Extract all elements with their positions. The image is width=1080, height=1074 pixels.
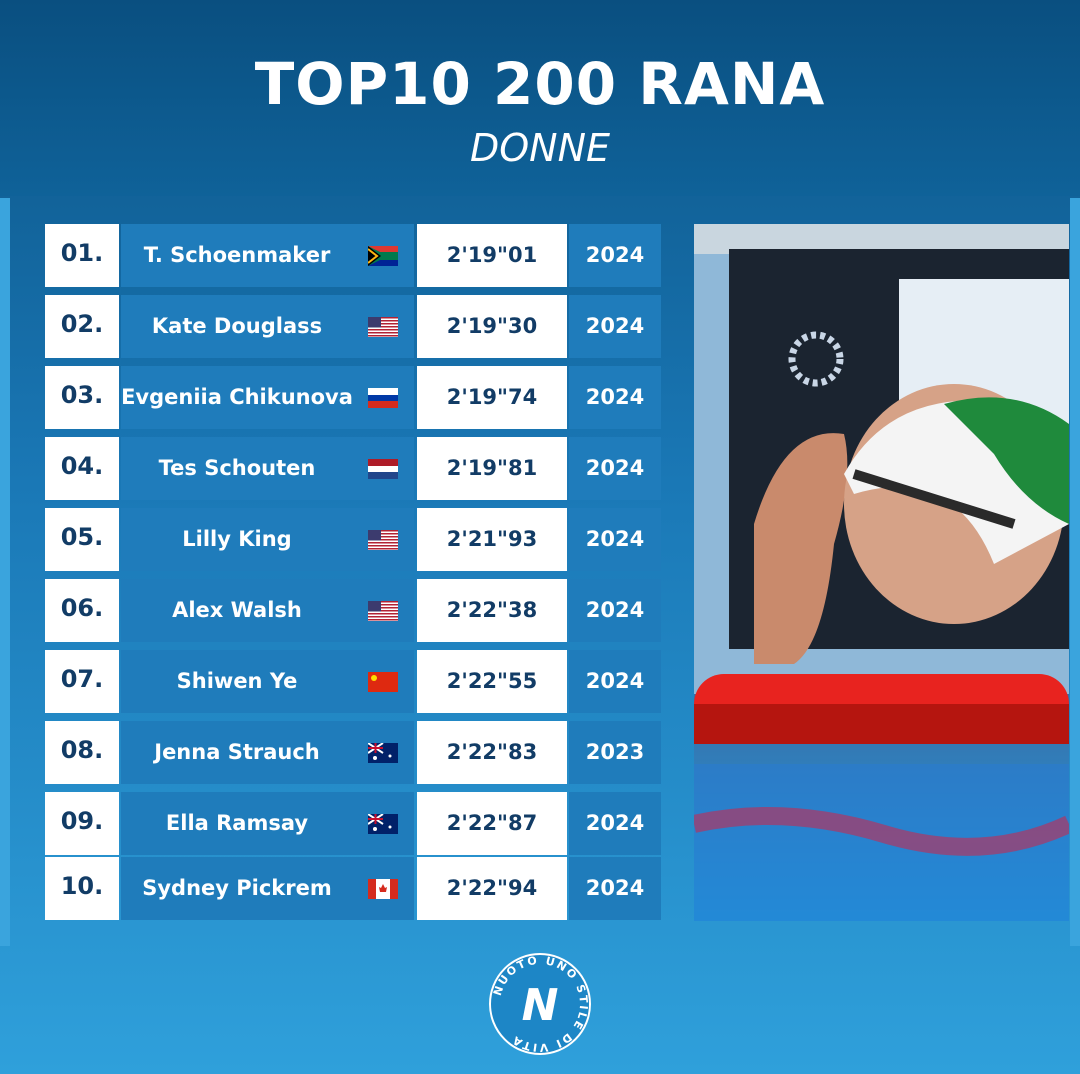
time: 2'22"38 <box>417 579 567 642</box>
time: 2'22"94 <box>417 857 567 920</box>
logo-letter: N <box>522 980 559 1031</box>
athlete-name: T. Schoenmaker <box>121 224 414 287</box>
athlete-name: Shiwen Ye <box>121 650 414 713</box>
year: 2024 <box>569 857 661 920</box>
time: 2'19"74 <box>417 366 567 429</box>
rank: 02. <box>45 295 119 358</box>
year: 2024 <box>569 224 661 287</box>
rank: 08. <box>45 721 119 784</box>
athlete-name: Alex Walsh <box>121 579 414 642</box>
athlete-name: Lilly King <box>121 508 414 571</box>
rank: 05. <box>45 508 119 571</box>
athlete-name-text: T. Schoenmaker <box>143 243 331 267</box>
year: 2024 <box>569 508 661 571</box>
rank: 04. <box>45 437 119 500</box>
side-strip <box>0 198 10 946</box>
photo <box>694 224 1069 921</box>
athlete-name-text: Shiwen Ye <box>176 669 298 693</box>
athlete-name: Jenna Strauch <box>121 721 414 784</box>
time: 2'21"93 <box>417 508 567 571</box>
flag <box>368 601 398 621</box>
athlete-name-text: Ella Ramsay <box>165 811 309 835</box>
year: 2024 <box>569 437 661 500</box>
flag <box>368 388 398 408</box>
flag <box>368 530 398 550</box>
year: 2023 <box>569 721 661 784</box>
rank: 06. <box>45 579 119 642</box>
athlete-name-text: Kate Douglass <box>151 314 323 338</box>
time: 2'19"01 <box>417 224 567 287</box>
time: 2'19"81 <box>417 437 567 500</box>
athlete-name-text: Jenna Strauch <box>154 740 320 764</box>
time: 2'22"55 <box>417 650 567 713</box>
athlete-name-text: Lilly King <box>182 527 292 551</box>
flag <box>368 246 398 266</box>
year: 2024 <box>569 579 661 642</box>
flag <box>368 814 398 834</box>
flag <box>368 672 398 692</box>
rank: 07. <box>45 650 119 713</box>
subtitle: DONNE <box>469 126 611 170</box>
rank: 03. <box>45 366 119 429</box>
rank: 01. <box>45 224 119 287</box>
athlete-name: Ella Ramsay <box>121 792 414 855</box>
athlete-name-text: Tes Schouten <box>158 456 316 480</box>
year: 2024 <box>569 650 661 713</box>
rank: 10. <box>45 857 119 920</box>
rank: 09. <box>45 792 119 855</box>
year: 2024 <box>569 295 661 358</box>
time: 2'22"83 <box>417 721 567 784</box>
flag <box>368 879 398 899</box>
time: 2'19"30 <box>417 295 567 358</box>
logo: NUOTO UNO STILE DI VITA N <box>489 953 591 1055</box>
year: 2024 <box>569 366 661 429</box>
header: TOP10 200 RANA DONNE <box>0 0 1080 196</box>
athlete-name: Sydney Pickrem <box>121 857 414 920</box>
athlete-name-text: Alex Walsh <box>172 598 302 622</box>
time: 2'22"87 <box>417 792 567 855</box>
athlete-name: Evgeniia Chikunova <box>121 366 414 429</box>
flag <box>368 317 398 337</box>
flag <box>368 743 398 763</box>
year: 2024 <box>569 792 661 855</box>
side-strip <box>1070 198 1080 946</box>
athlete-name: Kate Douglass <box>121 295 414 358</box>
athlete-name-text: Sydney Pickrem <box>142 876 332 900</box>
flag <box>368 459 398 479</box>
title: TOP10 200 RANA <box>254 50 826 118</box>
athlete-name: Tes Schouten <box>121 437 414 500</box>
athlete-name-text: Evgeniia Chikunova <box>121 385 353 409</box>
